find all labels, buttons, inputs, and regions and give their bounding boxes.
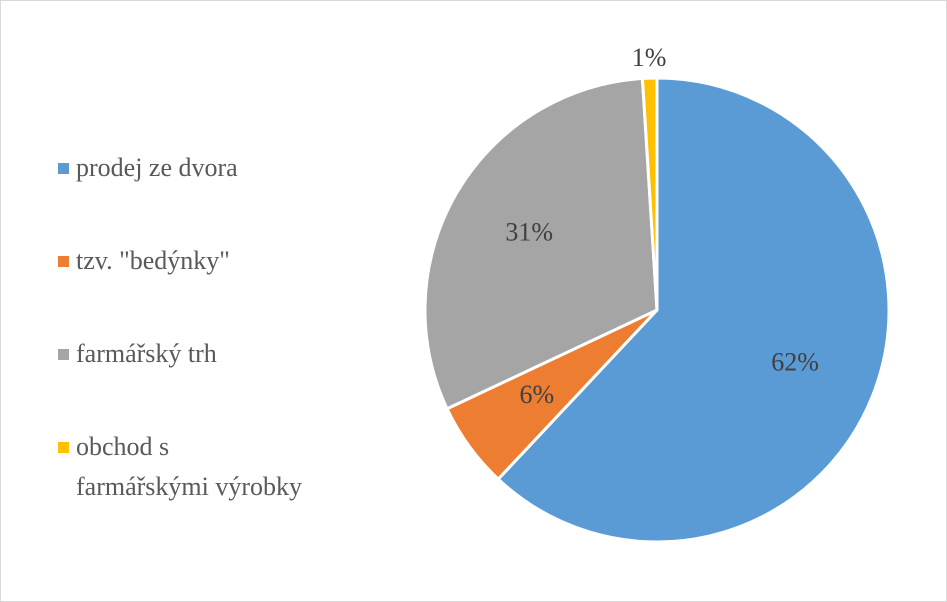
pie-slice: [496, 76, 891, 544]
data-label: 31%: [505, 217, 553, 246]
legend-label: prodej ze dvora: [76, 153, 238, 182]
legend-item: prodej ze dvora: [58, 148, 308, 241]
data-label: 62%: [771, 348, 819, 377]
data-label: 1%: [632, 43, 667, 72]
legend: prodej ze dvora tzv. "bedýnky" farmářský t…: [58, 148, 308, 520]
legend-swatch: [58, 349, 69, 360]
legend-swatch: [58, 163, 69, 174]
pie-slice: [423, 76, 659, 411]
legend-item: farmářský trh: [58, 334, 308, 427]
legend-label: farmářský trh: [76, 339, 217, 368]
legend-item: obchod s farmářskými výrobky: [58, 427, 308, 520]
legend-label: tzv. "bedýnky": [76, 246, 230, 275]
legend-swatch: [58, 442, 69, 453]
data-label: 6%: [520, 380, 555, 409]
pie-slice: [640, 76, 659, 311]
legend-label: obchod s farmářskými výrobky: [76, 432, 303, 501]
legend-item: tzv. "bedýnky": [58, 241, 308, 334]
legend-swatch: [58, 256, 69, 267]
